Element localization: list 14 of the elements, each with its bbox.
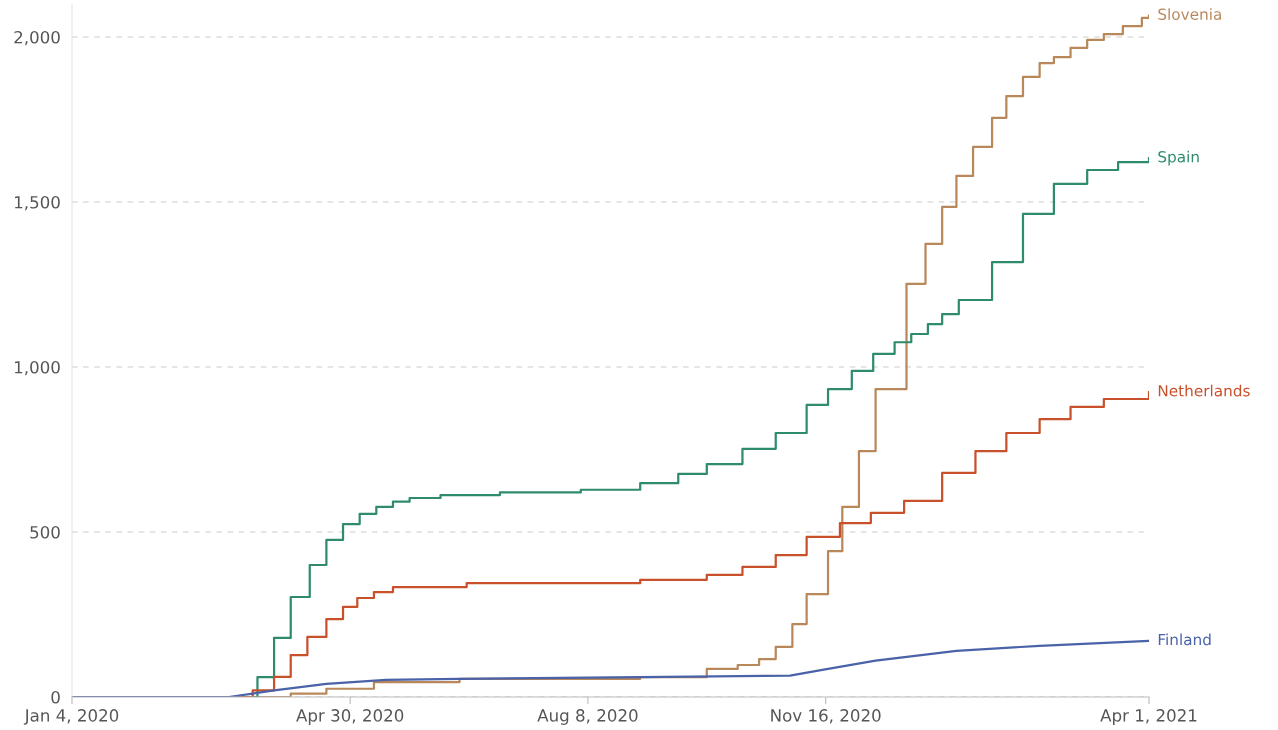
y-tick-label: 0 — [51, 690, 60, 704]
series-label: Netherlands — [1158, 384, 1250, 397]
y-tick-label: 1,000 — [15, 360, 60, 376]
x-tick-label: Jan 4, 2020 — [23, 709, 119, 725]
series-label: Finland — [1158, 633, 1211, 646]
y-tick-label: 2,000 — [14, 30, 60, 46]
x-tick-label: Apr 1, 2021 — [1100, 709, 1197, 725]
x-tick-label: Apr 30, 2020 — [296, 709, 404, 725]
y-tick-label: 500 — [30, 525, 60, 539]
x-tick-label: Aug 8, 2020 — [537, 709, 638, 725]
y-tick-label: 1,500 — [15, 195, 60, 211]
x-tick-label: Nov 16, 2020 — [771, 709, 881, 724]
series-label: Spain — [1158, 150, 1199, 166]
series-label: Slovenia — [1158, 8, 1221, 20]
